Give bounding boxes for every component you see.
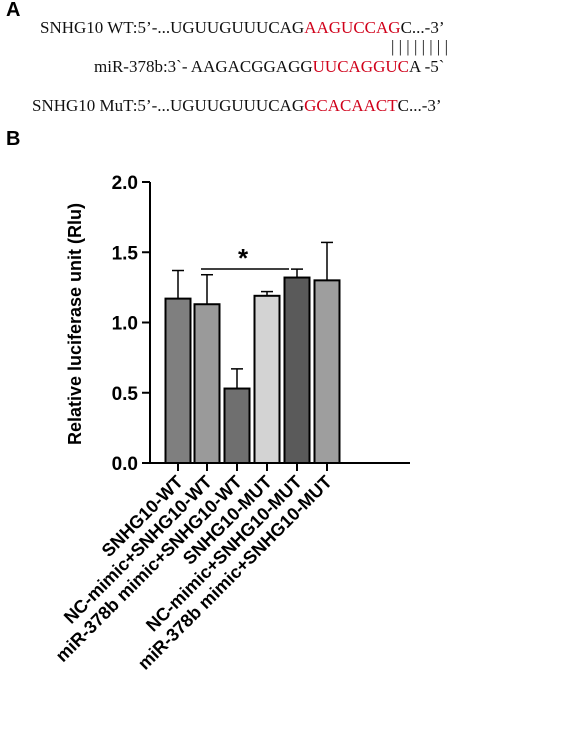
wt-seq-binding-site: AAGUCCAG bbox=[304, 18, 401, 37]
panel-a-label: A bbox=[6, 0, 21, 21]
y-tick-label: 1.5 bbox=[112, 243, 139, 264]
base-pairing-lines: | | | | | | | | bbox=[391, 37, 448, 56]
mir-seq-seed: UUCAGGUC bbox=[312, 57, 409, 76]
panel-b-label: B bbox=[6, 128, 21, 150]
chart-bars: * bbox=[164, 241, 341, 465]
mir-378b-sequence: miR-378b:3`- AAGACGGAGGUUCAGGUCA -5` bbox=[94, 57, 444, 77]
bar bbox=[193, 303, 221, 464]
significance-star: * bbox=[238, 243, 249, 273]
snhg10-mut-sequence: SNHG10 MuT:5’-...UGUUGUUUCAGGCACAACTC...… bbox=[32, 96, 442, 116]
bar bbox=[223, 387, 251, 464]
mir-seq-suffix: A -5` bbox=[408, 57, 445, 76]
y-tick-label: 2.0 bbox=[112, 173, 138, 194]
y-tick-label: 0.0 bbox=[112, 454, 138, 475]
y-tick-label: 1.0 bbox=[112, 314, 138, 335]
mir-seq-prefix: miR-378b:3`- AAGACGGAGG bbox=[94, 57, 313, 76]
mut-seq-prefix: SNHG10 MuT:5’-...UGUUGUUUCAG bbox=[32, 96, 305, 115]
y-axis-label: Relative luciferase unit (Rlu) bbox=[65, 203, 85, 445]
bar bbox=[164, 297, 192, 464]
y-tick-label: 0.5 bbox=[112, 384, 139, 405]
bar bbox=[313, 279, 341, 464]
wt-seq-prefix: SNHG10 WT:5’-...UGUUGUUUCAG bbox=[40, 18, 305, 37]
snhg10-wt-sequence: SNHG10 WT:5’-...UGUUGUUUCAGAAGUCCAGC...-… bbox=[40, 18, 444, 38]
wt-seq-suffix: C...-3’ bbox=[400, 18, 445, 37]
chart-axes: 0.0 0.5 1.0 1.5 2.0 bbox=[112, 173, 410, 475]
mut-seq-mutated-site: GCACAACT bbox=[304, 96, 398, 115]
bar bbox=[253, 294, 281, 464]
bar bbox=[283, 276, 311, 465]
mut-seq-suffix: C...-3’ bbox=[397, 96, 442, 115]
